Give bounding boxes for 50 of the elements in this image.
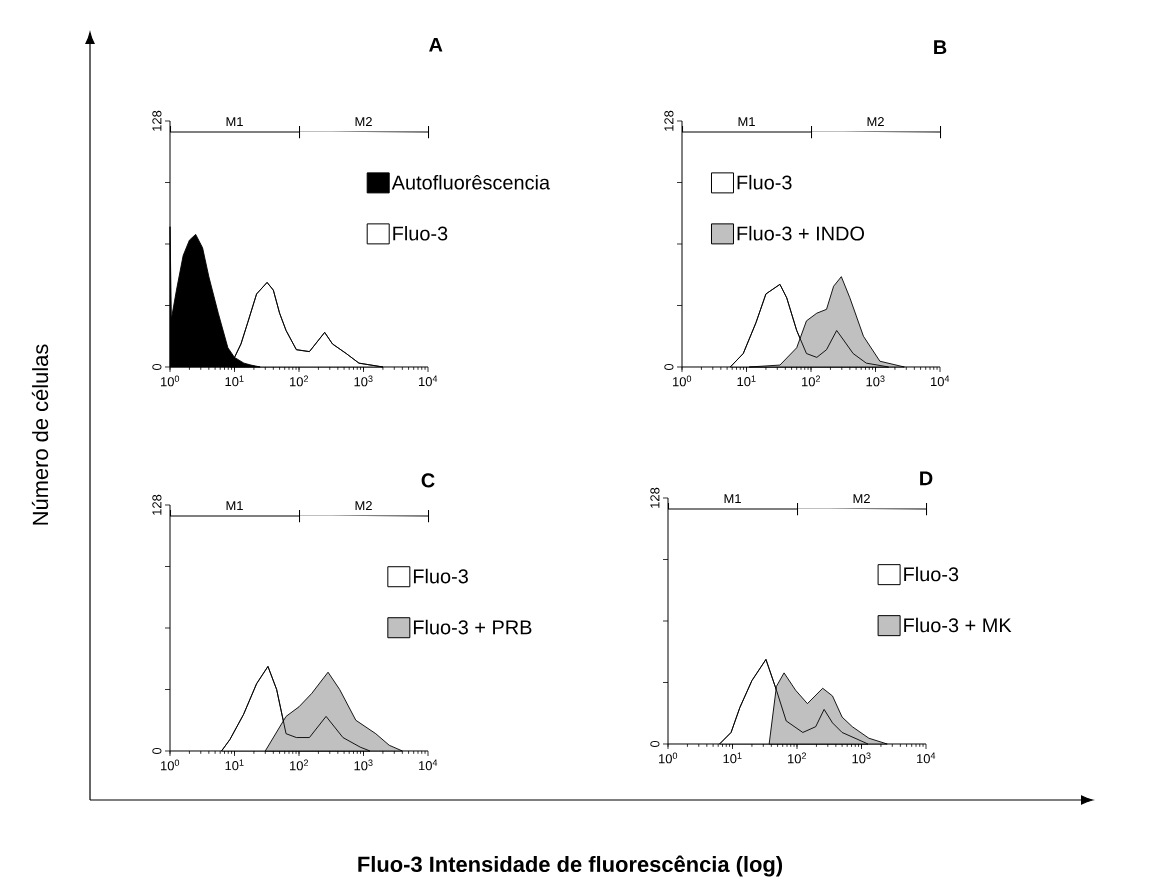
chart-title: B: [934, 40, 947, 55]
x-tick-label: 10$^{3}$: [354, 375, 373, 387]
legend-label: Fluo-3: [393, 225, 448, 241]
x-tick-label: 10$^{4}$: [419, 375, 438, 387]
x-tick-label: 10$^{4}$: [931, 375, 950, 387]
y-axis-title: Número de células: [31, 344, 49, 525]
x-tick-label: 10$^{4}$: [917, 752, 936, 764]
legend-label: Fluo-3 + INDO: [737, 225, 865, 241]
x-tick-label: 10$^{0}$: [161, 375, 180, 387]
x-tick-label: 10$^{0}$: [673, 375, 692, 387]
x-tick-label: 10$^{3}$: [354, 759, 373, 771]
y-tick-label: 0: [650, 740, 660, 748]
legend-label: Fluo-3: [413, 568, 468, 584]
x-tick-label: 10$^{1}$: [225, 375, 244, 387]
x-tick-label: 10$^{2}$: [802, 375, 821, 387]
y-tick-label: 0: [152, 363, 162, 371]
y-tick-label: 0: [664, 363, 674, 371]
y-tick-label: 128: [152, 494, 162, 515]
x-tick-label: 10$^{0}$: [659, 752, 678, 764]
annotation: M2: [355, 117, 372, 127]
y-tick-label: 128: [664, 110, 674, 131]
x-tick-label: 10$^{3}$: [866, 375, 885, 387]
x-tick-label: 10$^{3}$: [852, 752, 871, 764]
annotation: M1: [738, 117, 755, 127]
legend-label: Fluo-3: [904, 566, 959, 582]
annotation: M2: [867, 117, 884, 127]
chart-title: D: [920, 471, 933, 486]
legend-label: Fluo-3: [737, 174, 792, 190]
legend-label: Autofluorêscencia: [391, 174, 551, 190]
annotation: M1: [226, 117, 243, 127]
x-tick-label: 10$^{1}$: [225, 759, 244, 771]
annotation: M1: [226, 501, 243, 511]
x-tick-label: 10$^{1}$: [737, 375, 756, 387]
annotation: M1: [724, 494, 741, 504]
x-tick-label: 10$^{0}$: [161, 759, 180, 771]
x-axis-title: Fluo-3 Intensidade de fluorescência (log): [358, 855, 783, 877]
x-tick-label: 10$^{4}$: [419, 759, 438, 771]
x-tick-label: 10$^{2}$: [290, 759, 309, 771]
chart-title: A: [429, 37, 443, 52]
x-tick-label: 10$^{2}$: [788, 752, 807, 764]
legend-label: Fluo-3 + PRB: [413, 619, 532, 635]
x-tick-label: 10$^{1}$: [723, 752, 742, 764]
annotation: M2: [355, 501, 372, 511]
chart-title: C: [421, 473, 435, 488]
annotation: M2: [853, 494, 870, 504]
legend-label: Fluo-3 + MK: [904, 617, 1012, 633]
y-tick-label: 0: [152, 747, 162, 755]
y-tick-label: 128: [650, 487, 660, 508]
y-tick-label: 128: [152, 110, 162, 131]
x-tick-label: 10$^{2}$: [290, 375, 309, 387]
